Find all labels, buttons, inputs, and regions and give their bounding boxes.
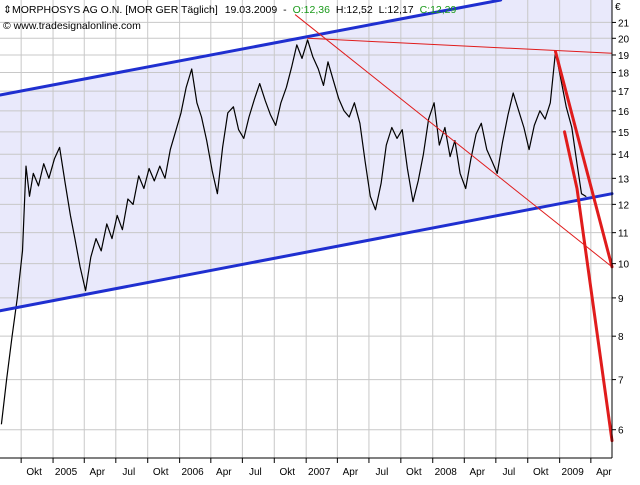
currency-label: €: [615, 2, 621, 13]
trendline-layer: [0, 0, 614, 443]
trendline-downtrend-thick: [554, 50, 614, 269]
open-value: O:12,36: [293, 4, 331, 16]
price-line: [0, 39, 587, 425]
x-tick-label: Jul: [122, 467, 135, 478]
chart-header: ⇕ MORPHOSYS AG O.N. [MOR GER Täglich] 19…: [3, 2, 621, 32]
x-tick-label: Jul: [249, 467, 262, 478]
x-tick-label: Okt: [279, 467, 295, 478]
y-tick-label: 10: [618, 260, 630, 271]
price-layer: [0, 39, 587, 425]
x-tick-label: 2007: [308, 467, 331, 478]
source-watermark: © www.tradesignalonline.com: [3, 20, 141, 32]
trendline-channel-lower: [0, 192, 614, 313]
y-tick-label: 7: [618, 376, 624, 387]
separator: -: [283, 4, 287, 16]
x-tick-label: 2008: [435, 467, 458, 478]
x-axis: Okt 2005 Apr Jul Okt 2006 Apr Jul Okt 2007 Apr Jul O…: [20, 458, 612, 478]
instrument-icon: ⇕: [3, 4, 12, 16]
y-tick-label: 19: [618, 51, 630, 62]
svg-text:MORPHOSYS AG O.N. [MOR GER Tä: MORPHOSYS AG O.N. [MOR GER Täglich] 19.0…: [12, 4, 456, 16]
x-tick-label: 2009: [562, 467, 585, 478]
trendline-resistance-thin: [307, 37, 613, 54]
x-tick-label: Okt: [406, 467, 422, 478]
y-tick-label: 6: [618, 426, 624, 437]
x-tick-label: Apr: [216, 467, 232, 478]
high-value: H:12,52: [336, 4, 373, 16]
x-tick-label: Okt: [533, 467, 549, 478]
y-tick-label: 21: [618, 18, 630, 29]
x-tick-label: Jul: [376, 467, 389, 478]
y-tick-label: 14: [618, 150, 630, 161]
x-tick-label: Apr: [343, 467, 359, 478]
y-tick-label: 8: [618, 332, 624, 343]
y-axis: 6 7 8 9 10 11 12 13 14 15 16 17 18 19 20 21: [612, 18, 630, 437]
y-tick-label: 15: [618, 128, 630, 139]
y-tick-label: 9: [618, 294, 624, 305]
y-tick-label: 17: [618, 87, 630, 98]
x-tick-label: 2006: [181, 467, 204, 478]
x-tick-label: Okt: [153, 467, 169, 478]
x-tick-label: Jul: [502, 467, 515, 478]
y-tick-label: 13: [618, 174, 630, 185]
x-tick-label: Apr: [470, 467, 486, 478]
x-tick-label: Okt: [26, 467, 42, 478]
y-tick-label: 12: [618, 200, 630, 211]
x-tick-label: Apr: [596, 467, 612, 478]
y-tick-label: 16: [618, 107, 630, 118]
trendline-resistance-thin: [294, 14, 613, 268]
trendline-channel-upper: [0, 0, 503, 97]
y-tick-label: 20: [618, 34, 630, 45]
trendline-downtrend-thick: [563, 130, 614, 443]
low-value: L:12,17: [379, 4, 414, 16]
y-tick-label: 11: [618, 229, 629, 240]
chart-date: 19.03.2009: [225, 4, 278, 16]
grid-layer: [0, 0, 612, 458]
instrument-name: MORPHOSYS AG O.N. [MOR GER Täglich]: [12, 4, 218, 16]
x-tick-label: 2005: [55, 467, 78, 478]
y-tick-label: 18: [618, 69, 630, 80]
x-tick-label: Apr: [89, 467, 105, 478]
close-value: C:12,29: [420, 4, 457, 16]
